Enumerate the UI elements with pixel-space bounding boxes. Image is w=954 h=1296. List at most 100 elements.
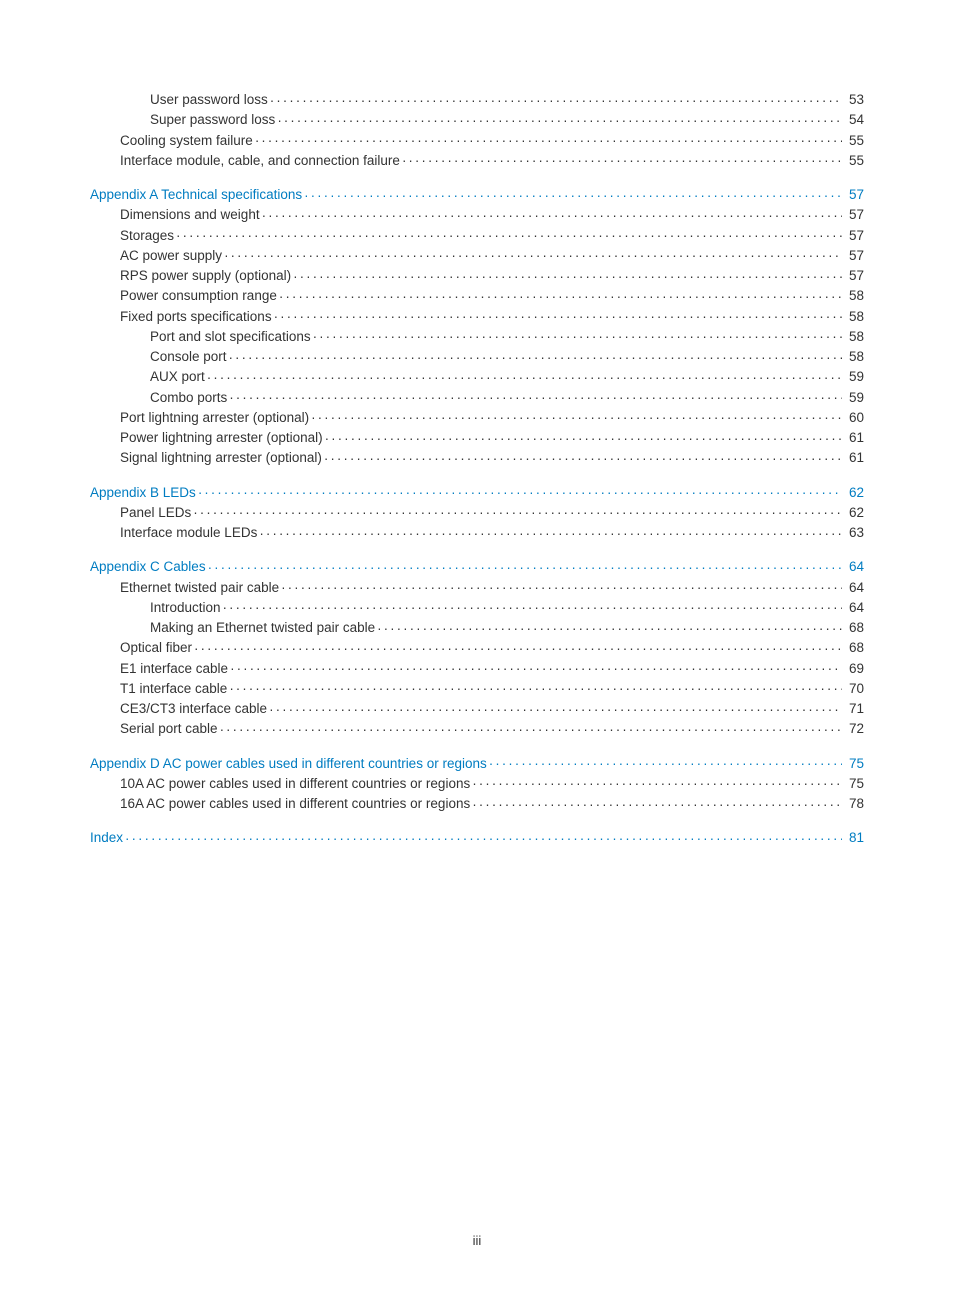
toc-label: Panel LEDs xyxy=(120,503,191,523)
toc-line[interactable]: Super password loss54 xyxy=(90,110,864,130)
toc-label: T1 interface cable xyxy=(120,679,227,699)
toc-heading-line[interactable]: Index 81 xyxy=(90,828,864,848)
toc-page-number: 58 xyxy=(844,327,864,347)
toc-page-number: 60 xyxy=(844,408,864,428)
toc-page-number: 58 xyxy=(844,286,864,306)
toc-line[interactable]: 10A AC power cables used in different co… xyxy=(90,774,864,794)
toc-label: 10A AC power cables used in different co… xyxy=(120,774,470,794)
toc-leader xyxy=(193,503,842,517)
toc-label: Combo ports xyxy=(150,388,227,408)
toc-line[interactable]: AUX port59 xyxy=(90,367,864,387)
toc-page-number: 64 xyxy=(844,598,864,618)
toc-page-number: 57 xyxy=(844,226,864,246)
toc-group: User password loss53Super password loss5… xyxy=(90,90,864,171)
toc-page-number: 81 xyxy=(844,828,864,848)
toc-leader xyxy=(304,186,842,200)
toc-line[interactable]: T1 interface cable70 xyxy=(90,679,864,699)
toc-leader xyxy=(472,795,842,809)
toc-label: Interface module LEDs xyxy=(120,523,257,543)
toc-leader xyxy=(269,700,842,714)
toc-leader xyxy=(224,246,842,260)
page: User password loss53Super password loss5… xyxy=(0,0,954,1296)
toc-page-number: 75 xyxy=(844,774,864,794)
toc-line[interactable]: Interface module, cable, and connection … xyxy=(90,151,864,171)
toc-leader xyxy=(194,639,842,653)
toc-page-number: 57 xyxy=(844,205,864,225)
toc-leader xyxy=(220,720,842,734)
toc-leader xyxy=(255,131,842,145)
toc-leader xyxy=(229,348,842,362)
toc-leader xyxy=(279,287,842,301)
toc-line[interactable]: Port and slot specifications 58 xyxy=(90,327,864,347)
toc-heading-line[interactable]: Appendix D AC power cables used in diffe… xyxy=(90,754,864,774)
toc-page-number: 62 xyxy=(844,483,864,503)
toc-label: AC power supply xyxy=(120,246,222,266)
toc-page-number: 57 xyxy=(844,246,864,266)
toc-leader xyxy=(230,659,842,673)
toc-page-number: 61 xyxy=(844,428,864,448)
toc-label: Appendix B LEDs xyxy=(90,483,196,503)
toc-line[interactable]: Power consumption range 58 xyxy=(90,286,864,306)
toc-page-number: 68 xyxy=(844,618,864,638)
toc-line[interactable]: Serial port cable 72 xyxy=(90,719,864,739)
toc-line[interactable]: Panel LEDs62 xyxy=(90,503,864,523)
toc-label: 16A AC power cables used in different co… xyxy=(120,794,470,814)
toc-line[interactable]: Ethernet twisted pair cable64 xyxy=(90,578,864,598)
toc-page-number: 61 xyxy=(844,448,864,468)
toc-line[interactable]: Cooling system failure55 xyxy=(90,131,864,151)
toc-line[interactable]: Introduction 64 xyxy=(90,598,864,618)
toc-line[interactable]: CE3/CT3 interface cable71 xyxy=(90,699,864,719)
toc-line[interactable]: E1 interface cable 69 xyxy=(90,659,864,679)
toc-line[interactable]: Making an Ethernet twisted pair cable68 xyxy=(90,618,864,638)
toc-label: Storages xyxy=(120,226,174,246)
toc-group: Appendix B LEDs 62Panel LEDs62Interface m… xyxy=(90,483,864,544)
toc-leader xyxy=(229,388,842,402)
toc-heading-line[interactable]: Appendix A Technical specifications57 xyxy=(90,185,864,205)
toc-leader xyxy=(281,578,842,592)
toc-heading-line[interactable]: Appendix C Cables64 xyxy=(90,557,864,577)
toc-page-number: 64 xyxy=(844,557,864,577)
toc-page-number: 72 xyxy=(844,719,864,739)
toc-page-number: 71 xyxy=(844,699,864,719)
toc-label: AUX port xyxy=(150,367,205,387)
toc-line[interactable]: Console port58 xyxy=(90,347,864,367)
toc-label: Serial port cable xyxy=(120,719,218,739)
toc-line[interactable]: Combo ports 59 xyxy=(90,388,864,408)
toc-leader xyxy=(311,408,842,422)
toc-label: Index xyxy=(90,828,123,848)
toc-line[interactable]: Storages 57 xyxy=(90,226,864,246)
toc-line[interactable]: Port lightning arrester (optional)60 xyxy=(90,408,864,428)
toc-line[interactable]: RPS power supply (optional)57 xyxy=(90,266,864,286)
toc-group: Appendix A Technical specifications57Dim… xyxy=(90,185,864,469)
toc-label: Cooling system failure xyxy=(120,131,253,151)
toc-label: Appendix A Technical specifications xyxy=(90,185,302,205)
toc-page-number: 55 xyxy=(844,151,864,171)
toc-page-number: 64 xyxy=(844,578,864,598)
toc-label: Introduction xyxy=(150,598,221,618)
toc-line[interactable]: Dimensions and weight57 xyxy=(90,205,864,225)
toc-line[interactable]: Fixed ports specifications58 xyxy=(90,307,864,327)
toc-line[interactable]: User password loss53 xyxy=(90,90,864,110)
toc-leader xyxy=(176,226,842,240)
toc-line[interactable]: Interface module LEDs 63 xyxy=(90,523,864,543)
toc-leader xyxy=(259,524,842,538)
toc-label: Power consumption range xyxy=(120,286,277,306)
toc-label: Power lightning arrester (optional) xyxy=(120,428,323,448)
toc-line[interactable]: 16A AC power cables used in different co… xyxy=(90,794,864,814)
toc-heading-line[interactable]: Appendix B LEDs 62 xyxy=(90,483,864,503)
toc-line[interactable]: AC power supply 57 xyxy=(90,246,864,266)
toc-leader xyxy=(277,111,842,125)
toc-label: Port and slot specifications xyxy=(150,327,311,347)
toc-page-number: 59 xyxy=(844,388,864,408)
toc-page-number: 54 xyxy=(844,110,864,130)
toc-leader xyxy=(313,327,842,341)
toc-leader xyxy=(125,829,842,843)
toc-leader xyxy=(274,307,842,321)
toc-line[interactable]: Power lightning arrester (optional) 61 xyxy=(90,428,864,448)
toc-line[interactable]: Signal lightning arrester (optional)61 xyxy=(90,448,864,468)
toc-label: E1 interface cable xyxy=(120,659,228,679)
toc-page-number: 69 xyxy=(844,659,864,679)
toc-page-number: 63 xyxy=(844,523,864,543)
toc-line[interactable]: Optical fiber68 xyxy=(90,638,864,658)
toc-page-number: 53 xyxy=(844,90,864,110)
